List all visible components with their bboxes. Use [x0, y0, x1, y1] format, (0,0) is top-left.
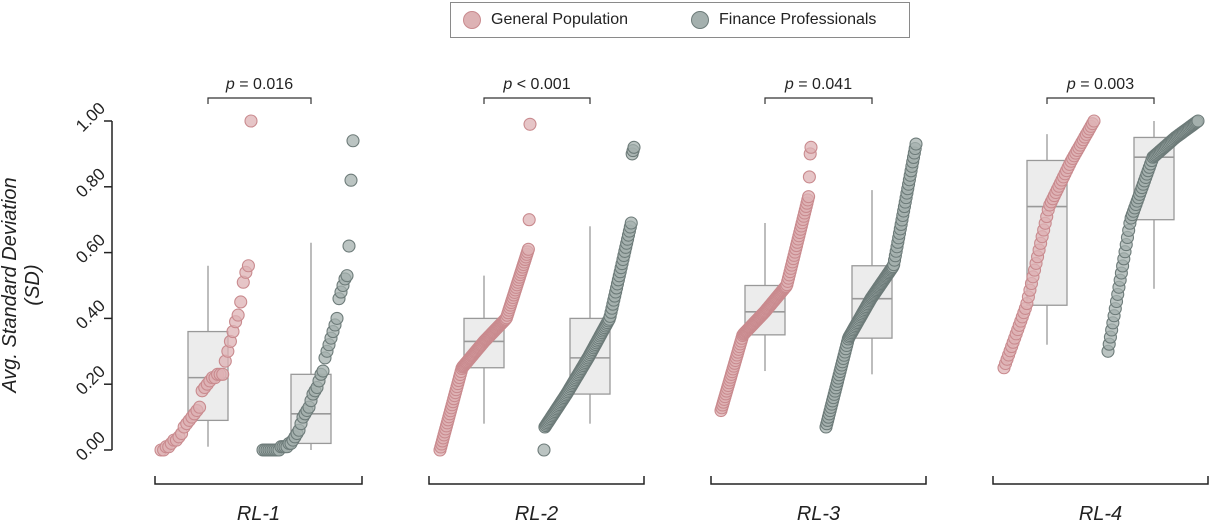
- p-value-label: p = 0.003: [1066, 76, 1134, 93]
- data-point: [802, 190, 816, 204]
- y-tick-label: 0.80: [72, 164, 109, 201]
- data-point: [522, 213, 536, 227]
- data-point: [330, 311, 344, 325]
- y-tick-label: 1.00: [72, 99, 109, 136]
- panel-label: RL-3: [797, 503, 840, 525]
- y-tick-label: 0.40: [72, 296, 109, 333]
- data-point: [802, 170, 816, 184]
- data-point: [342, 239, 356, 253]
- panel-label: RL-4: [1079, 503, 1122, 525]
- data-point: [627, 140, 641, 154]
- y-tick-label: 0.20: [72, 362, 109, 399]
- y-tick-label: 0.00: [72, 428, 109, 465]
- data-point: [241, 259, 255, 273]
- panel-label: RL-2: [515, 503, 558, 525]
- panel-label: RL-1: [237, 503, 280, 525]
- legend-item-general-population: General Population: [463, 3, 628, 37]
- significance-bracket: [764, 97, 873, 104]
- legend-swatch-finance-professionals: [691, 11, 709, 29]
- legend-swatch-general-population: [463, 11, 481, 29]
- data-point: [909, 137, 923, 151]
- data-point: [1087, 114, 1101, 128]
- panel-bracket: [428, 476, 645, 485]
- data-point: [193, 400, 207, 414]
- significance-bracket: [483, 97, 591, 104]
- data-point: [244, 114, 258, 128]
- data-point: [537, 443, 551, 457]
- p-value-label: p = 0.016: [225, 76, 293, 93]
- p-value-label: p < 0.001: [502, 76, 570, 93]
- panel-bracket: [154, 476, 363, 485]
- data-point: [523, 117, 537, 131]
- p-value-label: p = 0.041: [784, 76, 852, 93]
- data-point: [231, 308, 245, 322]
- data-point: [1191, 114, 1205, 128]
- y-tick-label: 0.60: [72, 230, 109, 267]
- data-point: [521, 242, 535, 256]
- significance-bracket: [1046, 97, 1155, 104]
- legend: General Population Finance Professionals: [450, 2, 910, 38]
- data-point: [804, 140, 818, 154]
- data-point: [216, 367, 230, 381]
- panel-bracket: [992, 476, 1209, 485]
- data-point: [344, 173, 358, 187]
- legend-label-general-population: General Population: [491, 11, 628, 28]
- data-point: [234, 295, 248, 309]
- data-point: [624, 216, 638, 230]
- panel-bracket: [710, 476, 927, 485]
- data-point: [316, 364, 330, 378]
- legend-item-finance-professionals: Finance Professionals: [691, 3, 876, 37]
- data-point: [340, 269, 354, 283]
- significance-bracket: [207, 97, 312, 104]
- legend-label-finance-professionals: Finance Professionals: [719, 11, 877, 28]
- data-point: [346, 134, 360, 148]
